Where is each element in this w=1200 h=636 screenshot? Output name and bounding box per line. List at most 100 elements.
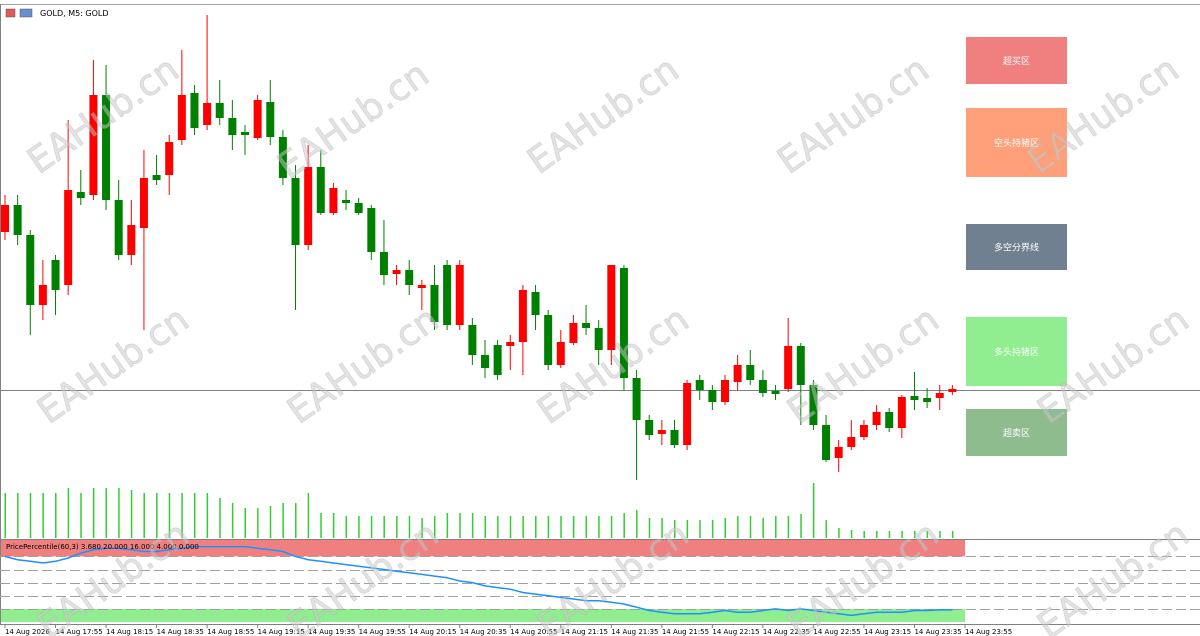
- volume-bar: [143, 493, 145, 538]
- candle-body: [38, 285, 47, 305]
- candle-body: [632, 378, 641, 420]
- zone-label: 多头持猪区: [994, 346, 1039, 358]
- volume-bar: [825, 520, 828, 538]
- symbol-label: GOLD, M5: GOLD: [40, 9, 109, 18]
- candle-body: [114, 200, 123, 255]
- candle-body: [127, 225, 136, 255]
- x-tick-label: 14 Aug 21:55: [662, 628, 709, 636]
- candle-body: [468, 325, 477, 355]
- candle-body: [935, 393, 944, 398]
- volume-bar: [762, 518, 764, 538]
- volume-bar: [661, 518, 663, 538]
- zone-box: [966, 317, 1067, 386]
- candle-body: [26, 235, 35, 305]
- volume-bar: [648, 518, 651, 538]
- volume-bar: [421, 518, 423, 538]
- candle-body: [291, 178, 300, 245]
- volume-bar: [383, 516, 385, 538]
- x-tick-label: 14 Aug 19:15: [258, 628, 305, 636]
- volume-bar: [55, 493, 57, 538]
- candle-body: [51, 260, 60, 290]
- volume-bar: [67, 488, 70, 538]
- volume-bar: [307, 493, 310, 538]
- candle-body: [455, 265, 464, 325]
- volume-bar: [92, 488, 95, 538]
- candle-body: [481, 355, 489, 368]
- candle-body: [948, 389, 957, 392]
- lower-band: [1, 608, 965, 622]
- volume-bar: [787, 516, 790, 538]
- volume-bar: [118, 488, 120, 538]
- volume-bar: [244, 508, 246, 538]
- volume-bar: [219, 498, 221, 538]
- volume-bar: [257, 508, 259, 538]
- candle-body: [885, 412, 894, 428]
- candle-body: [708, 390, 717, 402]
- zone-label: 超卖区: [1003, 427, 1030, 439]
- volume-bar: [370, 516, 373, 538]
- candle-body: [594, 328, 603, 350]
- volume-bar: [686, 520, 689, 538]
- candle-body: [796, 346, 805, 385]
- candle-body: [379, 252, 388, 275]
- volume-bar: [320, 513, 322, 538]
- candle-body: [354, 203, 363, 213]
- candle-body: [910, 396, 919, 400]
- zone-label: 超买区: [1003, 55, 1030, 67]
- volume-bar: [522, 516, 524, 538]
- volume-bar: [168, 493, 171, 538]
- volume-bar: [446, 513, 449, 538]
- candle-body: [89, 95, 98, 195]
- candle-body: [607, 265, 616, 350]
- volume-bar: [951, 531, 954, 538]
- candle-body: [847, 437, 856, 447]
- candle-body: [152, 175, 161, 180]
- volume-bar: [812, 483, 815, 538]
- candle-body: [582, 323, 591, 328]
- candle-body: [316, 167, 325, 213]
- x-tick-label: 14 Aug 19:35: [308, 628, 355, 636]
- volume-bar: [231, 503, 234, 538]
- candle-body: [809, 385, 818, 425]
- volume-bar: [332, 513, 335, 538]
- chart-icon[interactable]: [19, 8, 33, 18]
- volume-bar: [130, 490, 133, 538]
- candle-body: [405, 270, 414, 285]
- candle-body: [784, 346, 793, 389]
- volume-bar: [29, 493, 32, 538]
- candle-body: [430, 285, 439, 322]
- symbol-icon[interactable]: [5, 8, 16, 18]
- volume-bar: [775, 516, 777, 538]
- candle-body: [670, 430, 679, 445]
- candle-body: [556, 342, 565, 365]
- candle-body: [834, 447, 843, 458]
- candle-body: [872, 412, 881, 425]
- candle-body: [417, 285, 426, 288]
- volume-bar: [699, 520, 701, 538]
- volume-bar: [42, 493, 44, 538]
- volume-bar: [711, 520, 714, 538]
- volume-bar: [572, 516, 575, 538]
- x-tick-label: 14 Aug 23:35: [914, 628, 961, 636]
- volume-bar: [800, 514, 802, 538]
- zone-label: 空头持猪区: [994, 137, 1039, 149]
- candle-body: [102, 95, 111, 200]
- candle-body: [897, 397, 906, 428]
- volume-bar: [876, 531, 878, 538]
- volume-bar: [408, 516, 411, 538]
- zone-box: [966, 224, 1067, 270]
- volume-bar: [737, 516, 739, 538]
- volume-bar: [358, 516, 360, 538]
- volume-bar: [156, 493, 158, 538]
- volume-bar: [459, 513, 461, 538]
- x-tick-label: 14 Aug 17:55: [56, 628, 103, 636]
- volume-bar: [535, 516, 537, 538]
- x-tick-label: 14 Aug 20:55: [510, 628, 557, 636]
- candle-body: [683, 383, 692, 445]
- candle-body: [1, 205, 9, 232]
- volume-bar: [913, 531, 916, 538]
- x-tick-label: 14 Aug 20:35: [460, 628, 507, 636]
- volume-bar: [901, 531, 903, 538]
- candle-body: [266, 102, 275, 137]
- candle-body: [544, 315, 553, 365]
